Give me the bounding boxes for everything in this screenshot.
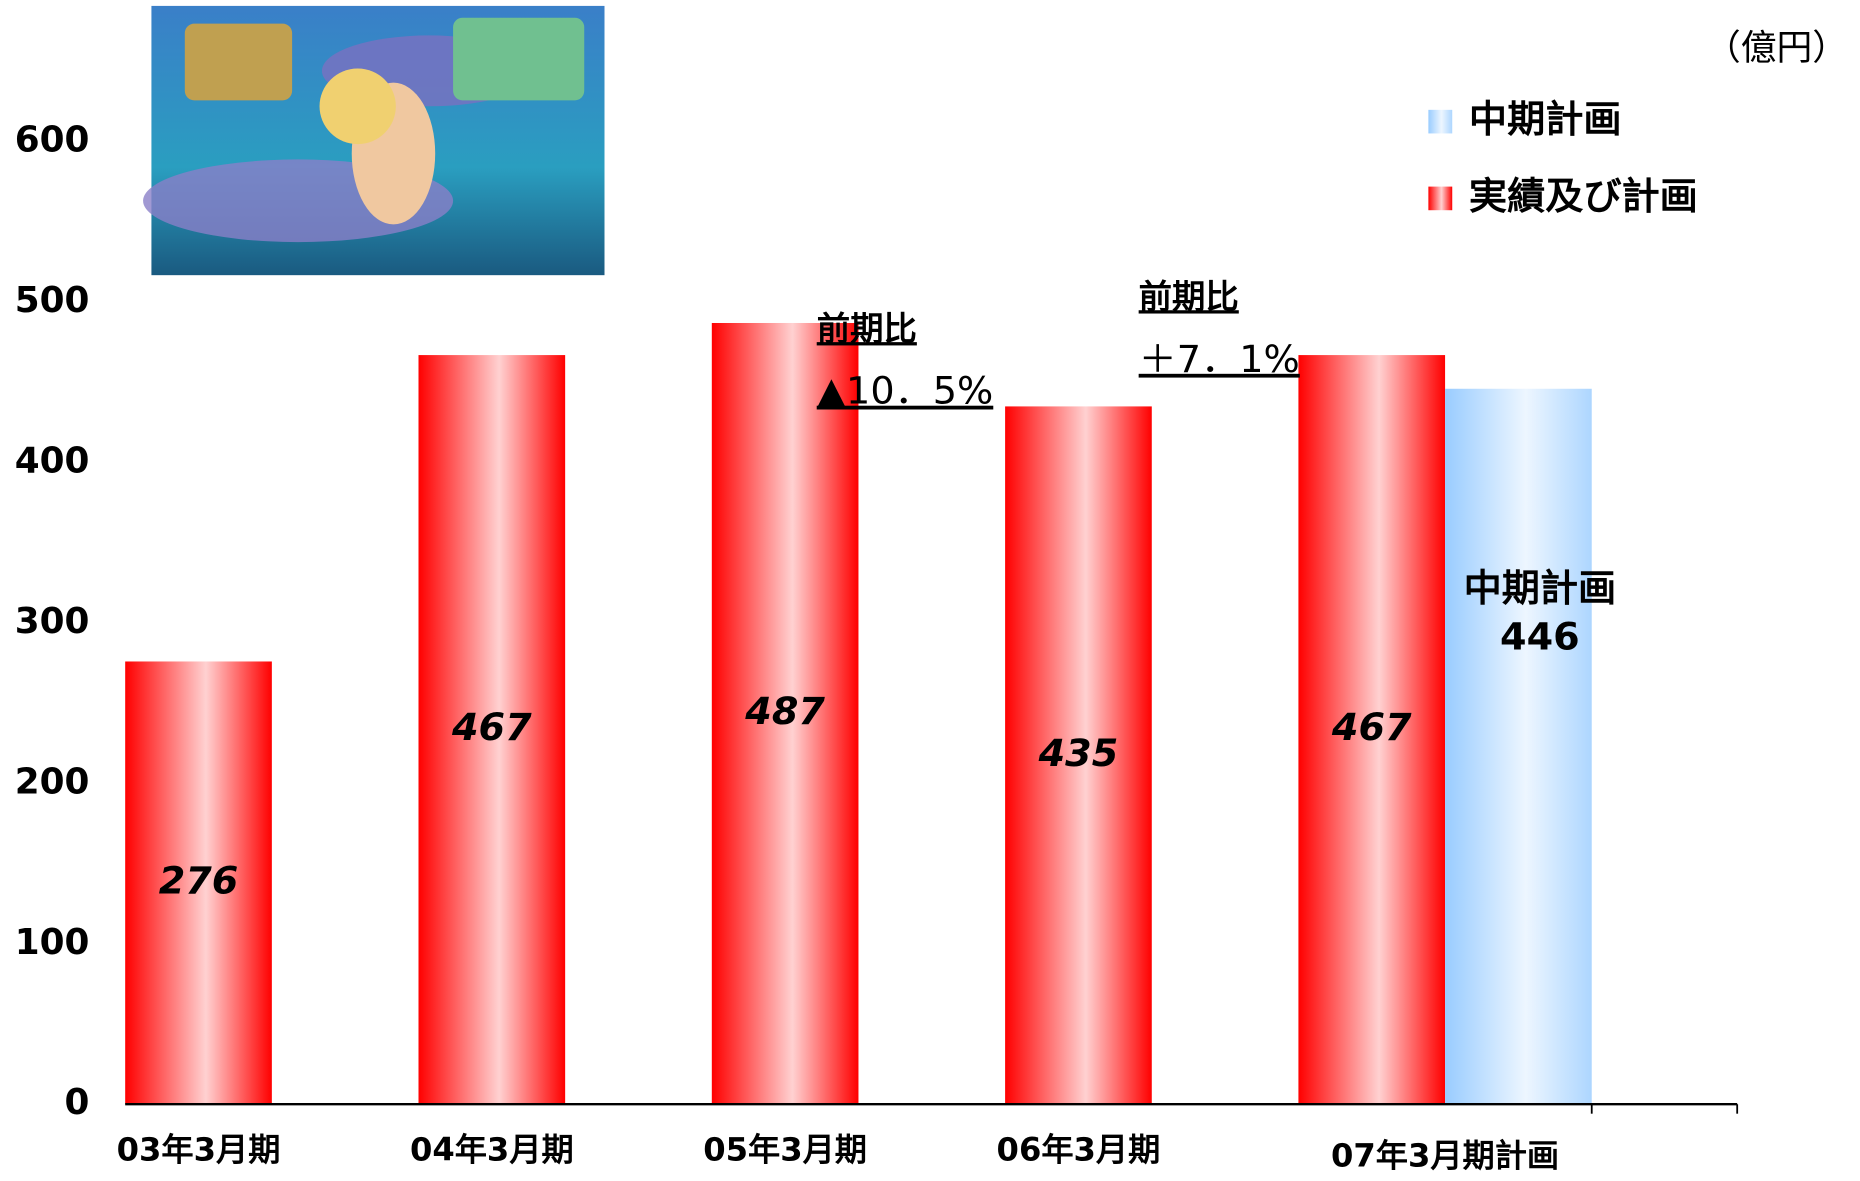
y-tick-label: 0 bbox=[65, 1082, 90, 1123]
bar bbox=[125, 661, 272, 1105]
y-tick-label: 500 bbox=[15, 280, 90, 321]
unit-label: （億円） bbox=[1705, 28, 1848, 69]
annotation: ＋7．1% bbox=[1139, 337, 1300, 381]
x-tick-label: 07年3月期計画 bbox=[1331, 1136, 1559, 1174]
legend-label: 実績及び計画 bbox=[1469, 174, 1698, 218]
picture bbox=[143, 5, 605, 276]
annotation: 前期比 bbox=[817, 309, 917, 348]
y-tick-label: 200 bbox=[15, 762, 90, 803]
bar bbox=[711, 322, 859, 1105]
y-tick-label: 400 bbox=[15, 441, 90, 482]
y-tick-label: 600 bbox=[15, 120, 90, 161]
x-tick-label: 04年3月期 bbox=[410, 1131, 574, 1169]
bar bbox=[1005, 406, 1152, 1105]
value-label: 446 bbox=[1500, 615, 1580, 659]
annotation: 前期比 bbox=[1139, 277, 1239, 316]
y-tick-label: 100 bbox=[15, 922, 90, 963]
value-label: 467 bbox=[451, 705, 532, 749]
y-tick-label: 300 bbox=[15, 601, 90, 642]
value-label: 487 bbox=[744, 689, 825, 733]
value-label: 276 bbox=[159, 858, 239, 902]
legend-marker bbox=[1428, 109, 1453, 134]
value-label: 435 bbox=[1038, 731, 1119, 775]
plan-label: 中期計画 bbox=[1464, 566, 1617, 610]
x-tick-label: 06年3月期 bbox=[997, 1131, 1161, 1169]
bar bbox=[1298, 355, 1446, 1105]
x-tick-label: 05年3月期 bbox=[703, 1131, 867, 1169]
bar bbox=[1445, 388, 1592, 1105]
legend-marker bbox=[1428, 186, 1453, 211]
bar bbox=[418, 355, 566, 1105]
value-label: 467 bbox=[1331, 705, 1412, 749]
x-tick-label: 03年3月期 bbox=[117, 1131, 281, 1169]
annotation: ▲10．5% bbox=[817, 369, 994, 413]
legend-label: 中期計画 bbox=[1469, 97, 1622, 141]
